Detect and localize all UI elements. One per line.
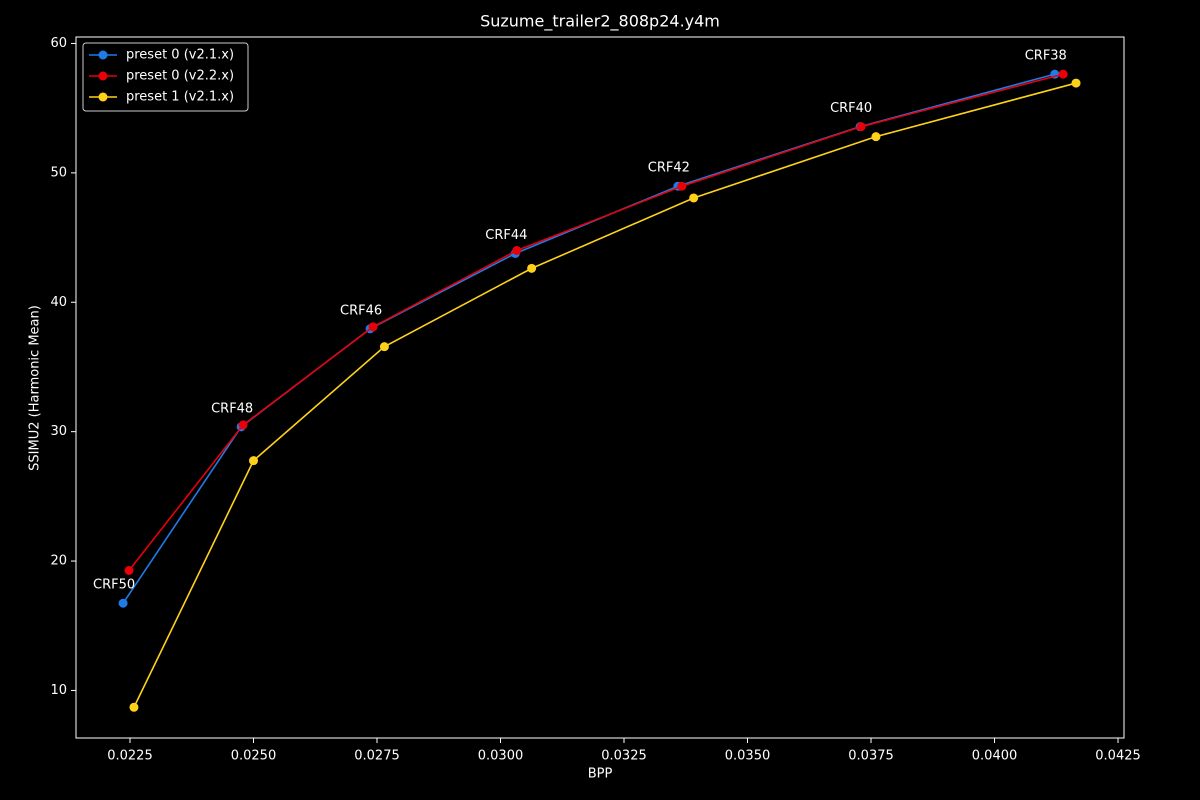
- x-tick-label: 0.0250: [231, 749, 277, 764]
- y-tick-label: 60: [50, 36, 67, 51]
- point: [689, 193, 699, 203]
- point: [856, 122, 866, 132]
- point: [238, 420, 248, 430]
- point: [129, 702, 139, 712]
- y-tick-label: 50: [50, 165, 67, 180]
- point: [677, 181, 687, 191]
- chart-title: Suzume_trailer2_808p24.y4m: [480, 12, 720, 32]
- y-tick-label: 40: [50, 295, 67, 310]
- point: [368, 322, 378, 332]
- x-tick-label: 0.0325: [601, 749, 647, 764]
- legend-marker: [98, 71, 108, 81]
- legend-marker: [98, 92, 108, 102]
- point-label: CRF38: [1025, 49, 1067, 64]
- x-tick-label: 0.0425: [1095, 749, 1141, 764]
- x-axis-label: BPP: [588, 767, 613, 782]
- y-axis-label: SSIMU2 (Harmonic Mean): [28, 305, 43, 471]
- legend-box: [82, 42, 249, 112]
- y-tick-label: 30: [50, 424, 67, 439]
- point: [1071, 78, 1081, 88]
- legend: preset 0 (v2.1.x) preset 0 (v2.2.x) preset…: [82, 42, 249, 112]
- point: [1058, 69, 1068, 79]
- legend-label: preset 1 (v2.1.x): [126, 90, 234, 105]
- point: [871, 132, 881, 142]
- x-tick-label: 0.0225: [107, 749, 153, 764]
- point: [248, 456, 258, 466]
- x-tick-label: 0.0400: [972, 749, 1018, 764]
- point-label: CRF48: [211, 401, 253, 416]
- legend-label: preset 0 (v2.2.x): [126, 69, 234, 84]
- point: [512, 246, 522, 256]
- point-label: CRF46: [340, 303, 382, 318]
- legend-label: preset 0 (v2.1.x): [126, 48, 234, 63]
- point: [527, 263, 537, 273]
- y-tick-label: 10: [50, 683, 67, 698]
- point-label: CRF40: [830, 101, 872, 116]
- x-tick-label: 0.0300: [478, 749, 524, 764]
- y-tick-label: 20: [50, 554, 67, 569]
- point: [124, 565, 134, 575]
- legend-marker: [98, 50, 108, 60]
- point: [379, 342, 389, 352]
- plot-area: [75, 36, 1125, 739]
- x-tick-label: 0.0275: [354, 749, 400, 764]
- point-label: CRF42: [648, 161, 690, 176]
- x-tick-label: 0.0350: [725, 749, 771, 764]
- x-tick-label: 0.0375: [848, 749, 894, 764]
- point: [118, 598, 128, 608]
- point-label: CRF44: [485, 228, 527, 243]
- point-label: CRF50: [93, 578, 135, 593]
